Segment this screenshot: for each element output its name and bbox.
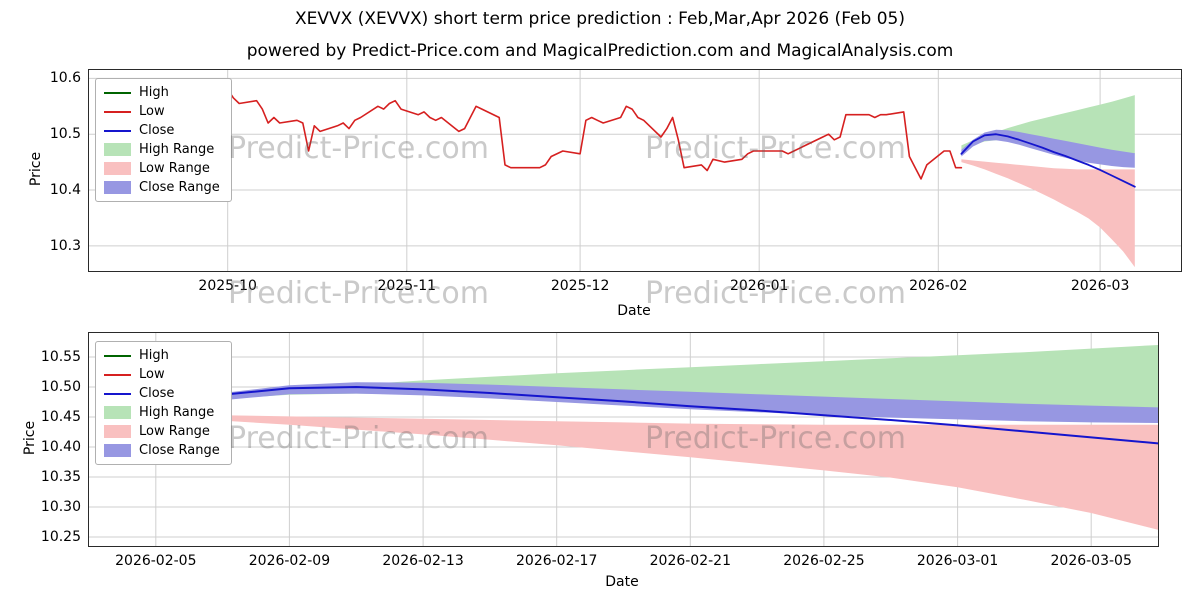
y-tick-label: 10.5	[49, 126, 81, 143]
legend-line-swatch	[104, 373, 131, 376]
legend-item-close: Close	[104, 386, 220, 401]
legend-item-label: Low	[139, 104, 165, 119]
y-axis-label-bottom: Price	[22, 420, 38, 456]
legend-line-swatch	[104, 354, 131, 357]
y-tick-label: 10.25	[40, 529, 81, 545]
x-tick-label: 2026-01	[729, 278, 789, 294]
page-subtitle: powered by Predict-Price.com and Magical…	[246, 41, 954, 61]
legend-item-label: High	[139, 348, 169, 363]
legend-item-high-range: High Range	[104, 142, 220, 157]
legend-item-label: Low	[139, 367, 165, 382]
legend-item-close-range: Close Range	[104, 443, 220, 458]
close-prediction-line	[960, 133, 1136, 188]
x-tick-label: 2026-02	[909, 278, 968, 294]
legend-item-label: Close	[139, 386, 175, 401]
legend-item-close-range: Close Range	[104, 180, 220, 195]
legend-item-close: Close	[104, 123, 220, 138]
x-axis-label-top: Date	[617, 303, 651, 319]
x-tick-label: 2026-03-05	[1050, 553, 1132, 569]
y-tick-label: 10.55	[40, 349, 81, 365]
low-history-line	[117, 80, 963, 180]
close-prediction-line	[154, 386, 1159, 445]
chart-bottom-canvas	[89, 333, 1159, 546]
legend-top: High Low Close High Range Low Range Close Ran…	[95, 78, 232, 202]
x-tick-label: 2026-03	[1070, 278, 1130, 294]
y-tick-label: 10.3	[49, 237, 81, 254]
x-tick-label: 2025-11	[377, 278, 437, 294]
legend-item-low-range: Low Range	[104, 424, 220, 439]
legend-patch-swatch	[104, 406, 131, 419]
legend-item-label: Low Range	[139, 161, 210, 176]
y-tick-label: 10.50	[40, 379, 81, 395]
close-range-band	[961, 129, 1135, 168]
x-tick-label: 2025-12	[550, 278, 610, 294]
legend-item-high: High	[104, 348, 220, 363]
low-range-band	[155, 414, 1159, 530]
legend-line-swatch	[104, 392, 131, 395]
price-history-chart: 10.3 10.4 10.5 10.6 2025-10 2025-11 2025-12 202…	[50, 69, 1182, 294]
x-tick-label: 2026-02-05	[115, 553, 197, 569]
legend-item-low: Low	[104, 367, 220, 382]
legend-item-label: High Range	[139, 405, 215, 420]
x-axis-label-bottom: Date	[605, 574, 639, 590]
watermark-text: Predict-Price.com	[228, 276, 489, 311]
legend-item-low-range: Low Range	[104, 161, 220, 176]
legend-line-swatch	[104, 91, 131, 94]
legend-patch-swatch	[104, 181, 131, 194]
x-tick-label: 2026-02-17	[516, 553, 598, 569]
legend-bottom: High Low Close High Range Low Range Close Ran…	[95, 341, 232, 465]
legend-item-label: High Range	[139, 142, 215, 157]
x-tick-label: 2025-10	[198, 278, 257, 294]
low-range-band	[961, 159, 1135, 268]
page-title: XEVVX (XEVVX) short term price predictio…	[295, 9, 905, 29]
y-tick-label: 10.40	[40, 439, 81, 455]
x-tick-label: 2026-02-21	[649, 553, 731, 569]
y-tick-label: 10.35	[40, 469, 81, 485]
y-tick-label: 10.6	[49, 70, 81, 87]
legend-patch-swatch	[104, 425, 131, 438]
y-tick-label: 10.45	[40, 409, 81, 425]
x-tick-label: 2026-02-13	[382, 553, 464, 569]
legend-item-label: Close	[139, 123, 175, 138]
legend-item-low: Low	[104, 104, 220, 119]
legend-item-label: Close Range	[139, 443, 220, 458]
y-axis-label-top: Price	[28, 151, 44, 187]
prediction-detail-chart: 10.25 10.30 10.35 10.40 10.45 10.50 10.55 2026-…	[41, 332, 1159, 569]
legend-patch-swatch	[104, 162, 131, 175]
legend-item-label: Close Range	[139, 180, 220, 195]
x-tick-label: 2026-02-09	[248, 553, 331, 569]
legend-patch-swatch	[104, 444, 131, 457]
legend-item-high-range: High Range	[104, 405, 220, 420]
chart-top-canvas	[89, 70, 1181, 271]
x-tick-label: 2026-02-25	[783, 553, 865, 569]
x-tick-label: 2026-03-01	[916, 553, 999, 569]
legend-item-label: Low Range	[139, 424, 210, 439]
legend-line-swatch	[104, 129, 131, 132]
y-tick-label: 10.30	[40, 499, 81, 515]
close-range-band	[155, 382, 1159, 423]
y-tick-label: 10.4	[49, 182, 81, 199]
legend-item-label: High	[139, 85, 169, 100]
legend-line-swatch	[104, 110, 131, 113]
legend-item-high: High	[104, 85, 220, 100]
legend-patch-swatch	[104, 143, 131, 156]
